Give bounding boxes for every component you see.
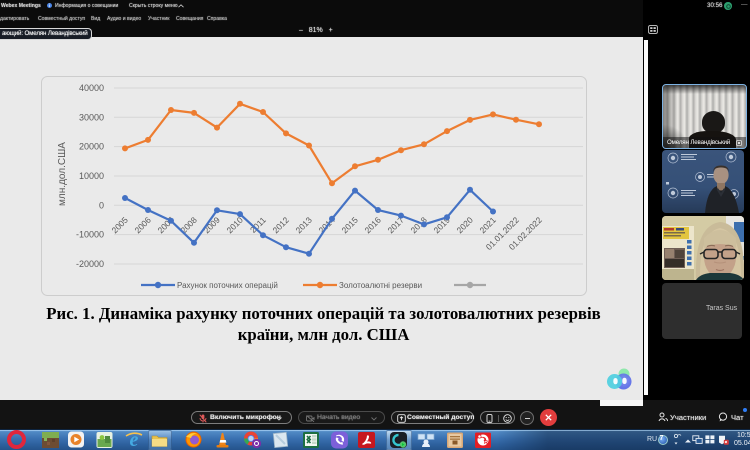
svg-text:-20000: -20000 [76,259,104,269]
svg-text:R: R [484,440,488,446]
svg-text:2010: 2010 [224,215,245,236]
svg-text:Рахунок поточних операцій: Рахунок поточних операцій [177,281,278,290]
svg-text:2020: 2020 [454,215,475,236]
svg-text:-10000: -10000 [76,230,104,240]
svg-text:40000: 40000 [79,83,104,93]
svg-text:2015: 2015 [339,215,360,236]
svg-text:млн.дол.США: млн.дол.США [57,142,68,206]
svg-text:0: 0 [99,200,104,210]
svg-text:30000: 30000 [79,112,104,122]
svg-text:e: e [130,429,139,450]
svg-text:Золотоалютні резерви: Золотоалютні резерви [339,281,422,290]
svg-text:20000: 20000 [79,142,104,152]
svg-text:2021: 2021 [477,215,498,236]
svg-text:2006: 2006 [132,215,153,236]
svg-text:2013: 2013 [293,215,314,236]
svg-text:10000: 10000 [79,171,104,181]
svg-text:2012: 2012 [270,215,291,236]
svg-text:2016: 2016 [362,215,383,236]
svg-text:2005: 2005 [109,215,130,236]
